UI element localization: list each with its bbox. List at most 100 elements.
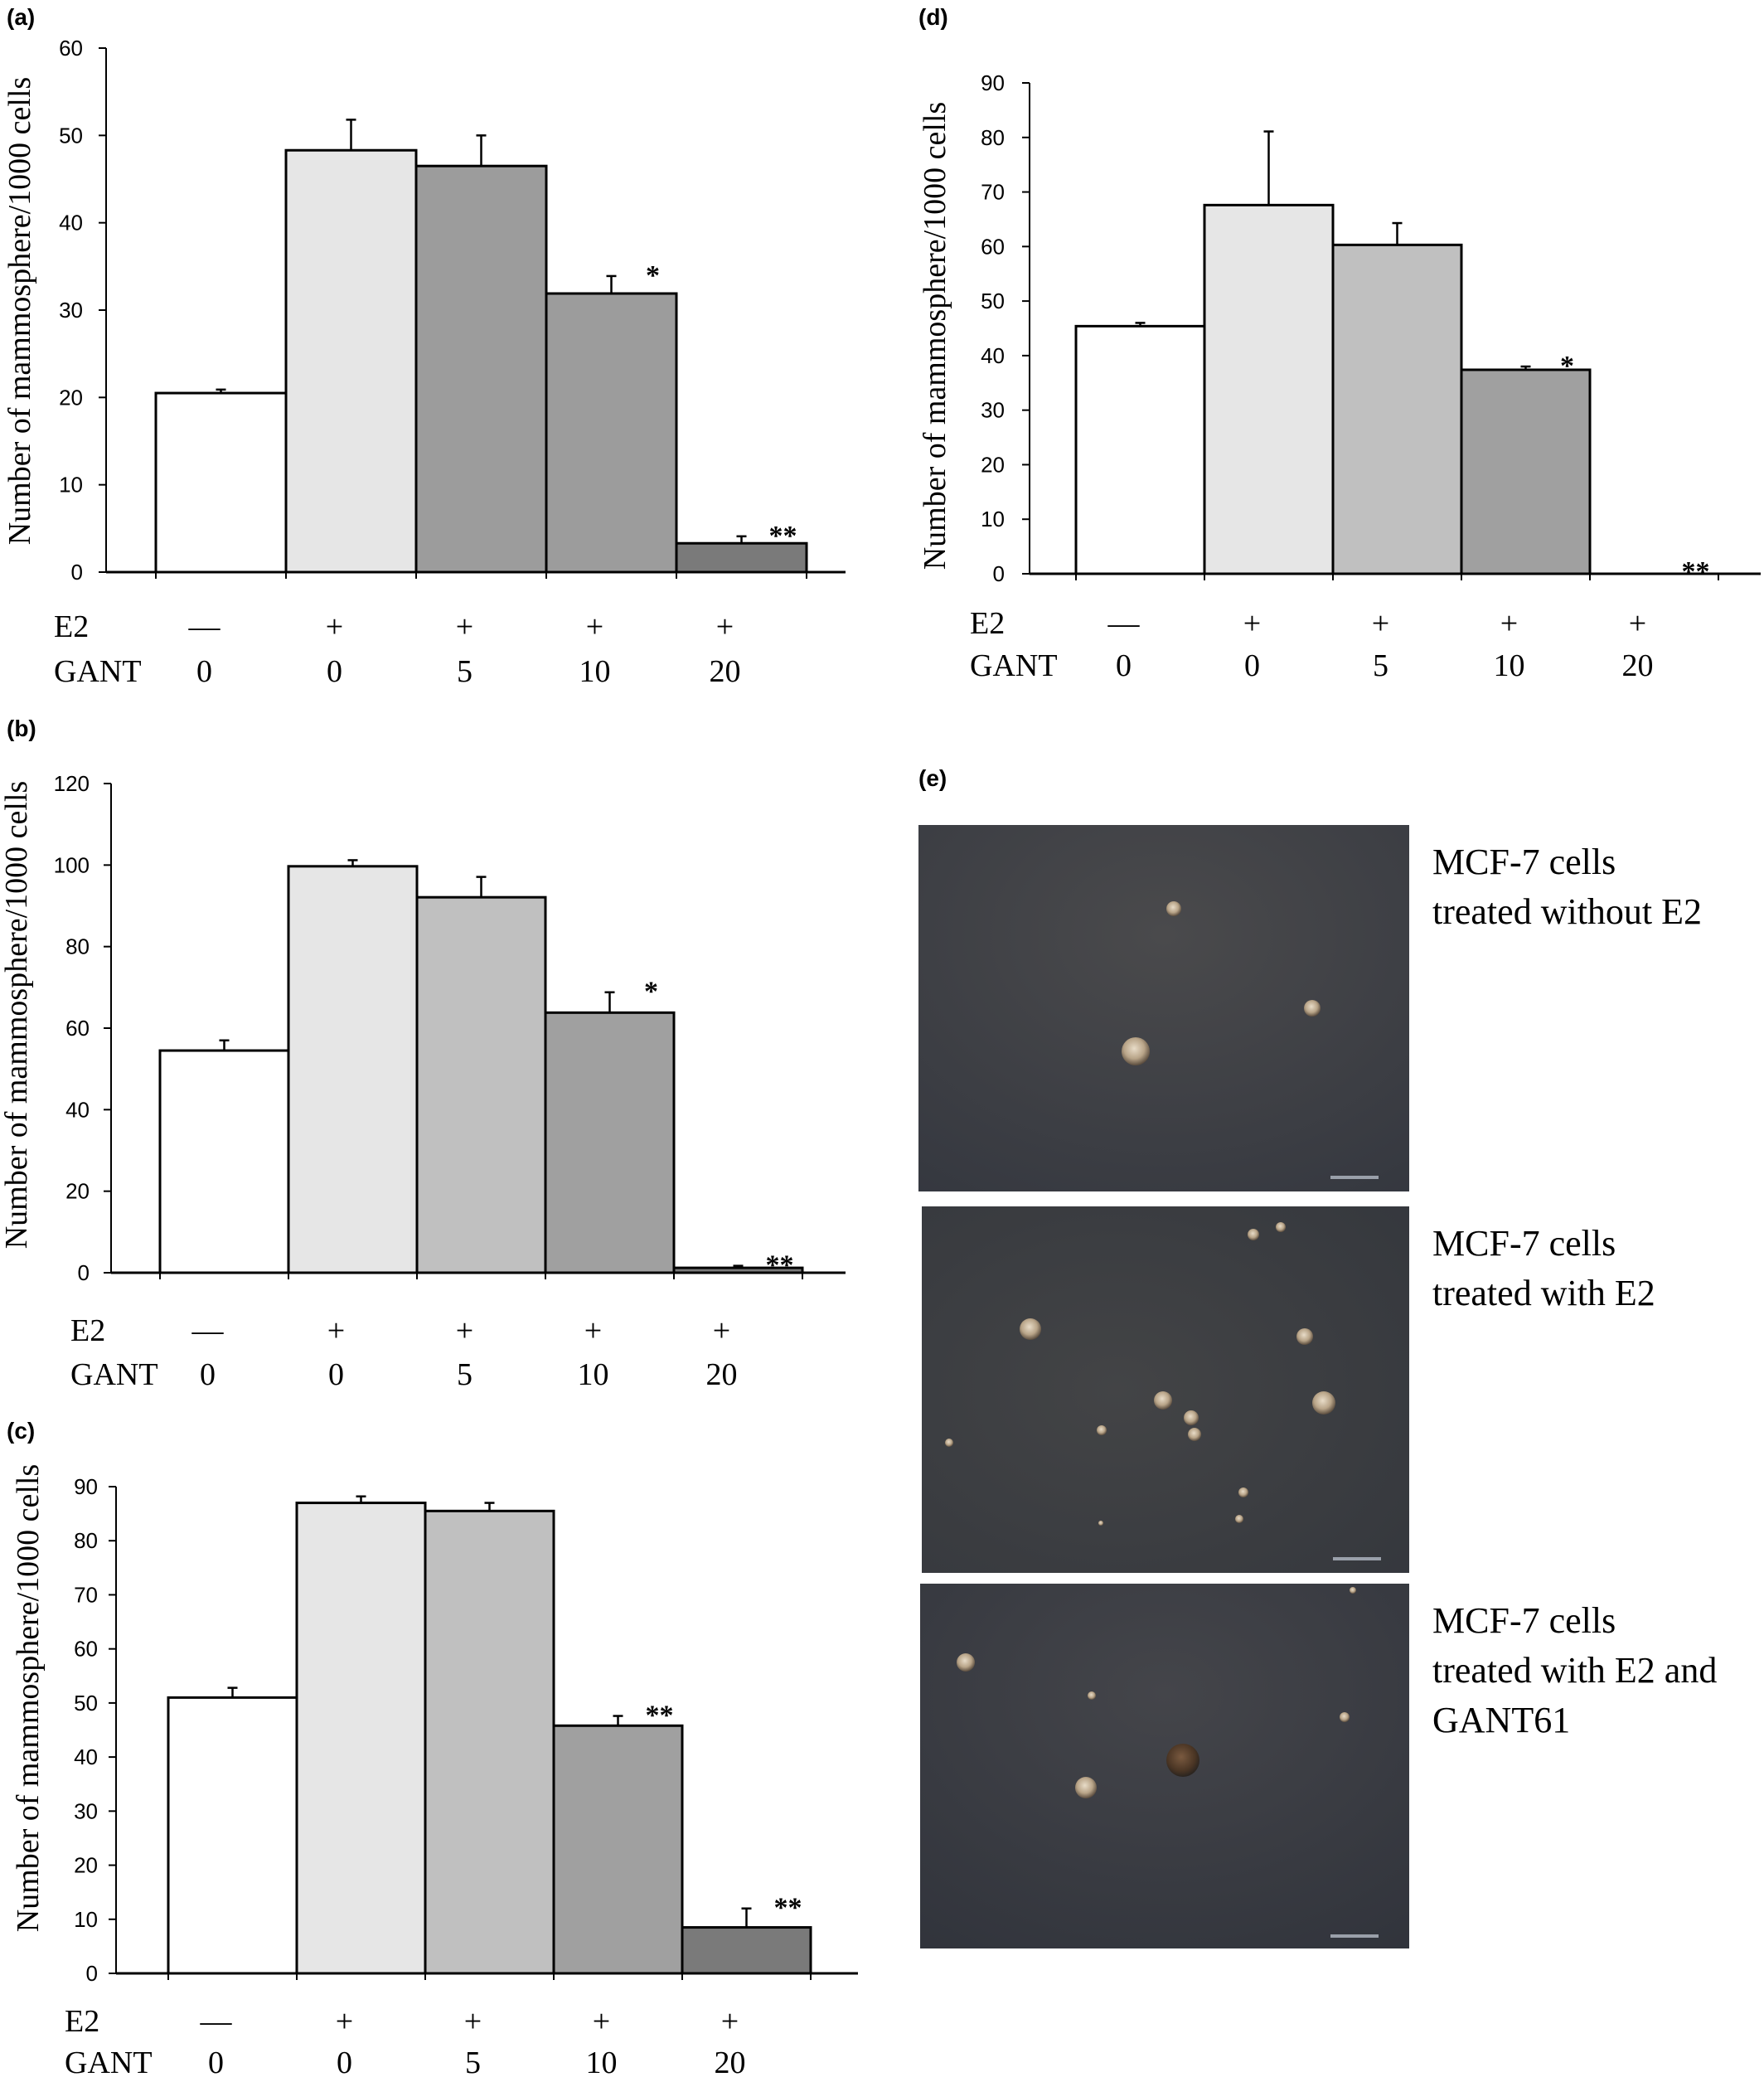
gant-dose-label: 0 bbox=[208, 2045, 224, 2077]
gant-dose-label: 10 bbox=[579, 654, 611, 689]
e2-condition-label: + bbox=[593, 2004, 610, 2039]
mammosphere bbox=[1184, 1410, 1199, 1425]
y-tick-label: 0 bbox=[993, 561, 1005, 586]
y-tick-label: 10 bbox=[59, 473, 83, 497]
e2-condition-label: + bbox=[336, 2004, 353, 2039]
row-label-gant: GANT bbox=[70, 1357, 158, 1392]
y-tick-label: 70 bbox=[981, 180, 1005, 205]
y-tick-label: 20 bbox=[59, 385, 83, 410]
panel-label-e: (e) bbox=[918, 765, 947, 791]
significance-marker: ** bbox=[646, 1701, 674, 1731]
row-label-e2: E2 bbox=[54, 609, 89, 644]
panel-label: (b) bbox=[7, 716, 36, 741]
y-tick-label: 60 bbox=[981, 234, 1005, 259]
mammosphere bbox=[1075, 1777, 1097, 1798]
e2-condition-label: + bbox=[713, 1313, 730, 1348]
bar bbox=[681, 1926, 812, 1975]
y-tick-label: 40 bbox=[74, 1745, 98, 1769]
mammosphere bbox=[1304, 1000, 1321, 1017]
panel-a: (a) Number of mammosphere/1000 cells E2 … bbox=[2, 4, 846, 689]
significance-marker: ** bbox=[766, 1250, 794, 1281]
y-tick-label: 30 bbox=[74, 1798, 98, 1823]
row-label-gant: GANT bbox=[54, 654, 142, 689]
significance-marker: ** bbox=[769, 521, 797, 551]
e2-condition-label: + bbox=[1500, 606, 1518, 641]
y-tick-label: 120 bbox=[54, 771, 90, 796]
y-tick-label: 60 bbox=[74, 1637, 98, 1662]
gant-dose-label: 0 bbox=[328, 1357, 344, 1392]
plot-area: 0 10 20 30 40 50 60 — 0 +0 +5 * +10 ** +20 bbox=[59, 36, 846, 689]
gant-dose-label: 0 bbox=[196, 654, 212, 689]
significance-marker: * bbox=[644, 977, 658, 1007]
plot-area: 0 10 20 30 40 50 60 70 80 90 — 0 +0 +5 * +10 ** +20 bbox=[981, 70, 1761, 683]
panel-b: (b) Number of mammosphere/1000 cells E2 … bbox=[0, 716, 846, 1392]
row-label-e2: E2 bbox=[970, 606, 1005, 641]
mammosphere bbox=[1098, 1521, 1103, 1526]
e2-condition-label: + bbox=[456, 1313, 473, 1348]
bar bbox=[1331, 243, 1463, 575]
bar bbox=[295, 1502, 427, 1975]
y-tick-label: 10 bbox=[981, 507, 1005, 531]
y-tick-label: 90 bbox=[74, 1474, 98, 1499]
mammosphere bbox=[1122, 1037, 1150, 1065]
y-tick-label: 0 bbox=[86, 1961, 98, 1986]
y-axis-label: Number of mammosphere/1000 cells bbox=[2, 77, 37, 546]
gant-dose-label: 0 bbox=[327, 654, 342, 689]
bar bbox=[544, 1011, 676, 1274]
bar bbox=[552, 1724, 684, 1975]
row-label-e2: E2 bbox=[65, 2004, 99, 2039]
micrograph-without-e2 bbox=[918, 825, 1409, 1191]
y-tick-label: 70 bbox=[74, 1582, 98, 1607]
caption-with-e2: MCF-7 cells treated with E2 bbox=[1432, 1223, 1655, 1313]
y-tick-label: 30 bbox=[59, 298, 83, 323]
panel-label: (a) bbox=[7, 4, 35, 30]
y-tick-label: 50 bbox=[59, 123, 83, 148]
e2-condition-label: + bbox=[584, 1313, 602, 1348]
gant-dose-label: 5 bbox=[457, 1357, 472, 1392]
row-label-e2: E2 bbox=[70, 1313, 105, 1348]
mammosphere bbox=[1235, 1515, 1243, 1523]
mammosphere bbox=[1296, 1328, 1313, 1345]
y-tick-label: 20 bbox=[981, 452, 1005, 477]
mammosphere bbox=[1166, 1744, 1199, 1777]
bar bbox=[1203, 203, 1335, 575]
e2-condition-label: + bbox=[586, 609, 603, 644]
bar bbox=[415, 895, 547, 1274]
y-tick-label: 30 bbox=[981, 398, 1005, 423]
significance-marker: ** bbox=[1682, 556, 1710, 587]
y-tick-label: 80 bbox=[65, 934, 90, 959]
mammosphere bbox=[1276, 1222, 1286, 1232]
mammosphere bbox=[945, 1439, 953, 1447]
gant-dose-label: 20 bbox=[1622, 648, 1654, 683]
bar bbox=[424, 1509, 555, 1975]
y-axis-label: Number of mammosphere/1000 cells bbox=[918, 102, 952, 570]
gant-dose-label: 5 bbox=[465, 2045, 481, 2077]
mammosphere bbox=[1340, 1712, 1350, 1722]
panel-d: (d) Number of mammosphere/1000 cells E2 … bbox=[918, 4, 1761, 683]
e2-condition-label: — bbox=[191, 1313, 225, 1348]
gant-dose-label: 10 bbox=[586, 2045, 618, 2077]
bar bbox=[545, 292, 678, 574]
scale-bar bbox=[1333, 1557, 1381, 1560]
caption-with-e2-gant61: MCF-7 cells treated with E2 and GANT61 bbox=[1432, 1600, 1718, 1740]
row-label-gant: GANT bbox=[65, 2045, 153, 2077]
mammosphere bbox=[1088, 1691, 1096, 1700]
bar bbox=[1074, 324, 1206, 575]
y-tick-label: 60 bbox=[65, 1016, 90, 1041]
gant-dose-label: 20 bbox=[710, 654, 741, 689]
y-tick-label: 80 bbox=[74, 1528, 98, 1553]
gant-dose-label: 20 bbox=[715, 2045, 746, 2077]
panel-c: (c) Number of mammosphere/1000 cells E2 … bbox=[7, 1418, 858, 2077]
y-tick-label: 20 bbox=[65, 1179, 90, 1204]
scale-bar bbox=[1330, 1176, 1379, 1179]
y-axis-label: Number of mammosphere/1000 cells bbox=[11, 1464, 46, 1933]
y-tick-label: 0 bbox=[71, 560, 83, 585]
y-tick-label: 40 bbox=[981, 343, 1005, 368]
scale-bar bbox=[1330, 1934, 1379, 1938]
y-tick-label: 20 bbox=[74, 1853, 98, 1878]
y-tick-label: 90 bbox=[981, 70, 1005, 95]
significance-marker: * bbox=[1560, 351, 1574, 381]
e2-condition-label: + bbox=[721, 2004, 739, 2039]
y-tick-label: 40 bbox=[59, 211, 83, 235]
e2-condition-label: + bbox=[456, 609, 473, 644]
